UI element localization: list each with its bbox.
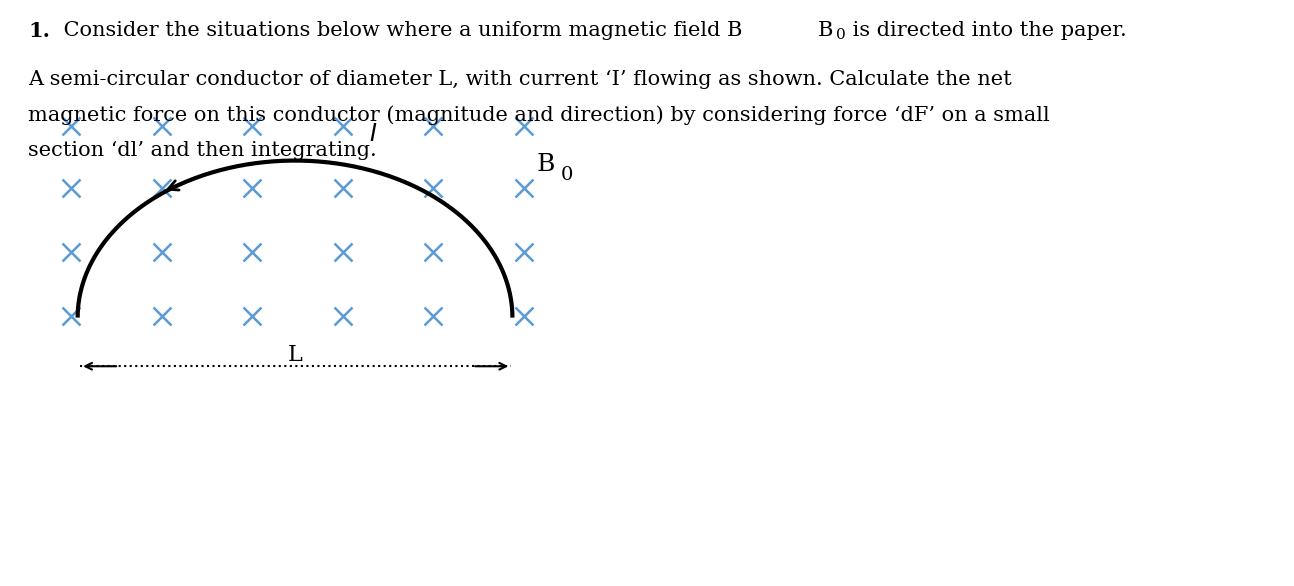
Text: L: L <box>287 343 303 366</box>
Text: B: B <box>537 152 555 176</box>
Text: B: B <box>818 21 833 39</box>
Text: Consider the situations below where a uniform magnetic field B: Consider the situations below where a un… <box>57 21 743 39</box>
Text: 1.: 1. <box>28 21 50 40</box>
Text: A semi-circular conductor of diameter L, with current ‘I’ flowing as shown. Calc: A semi-circular conductor of diameter L,… <box>28 70 1012 90</box>
Text: 0: 0 <box>836 28 846 42</box>
Text: magnetic force on this conductor (magnitude and direction) by considering force : magnetic force on this conductor (magnit… <box>28 105 1051 125</box>
Text: 0: 0 <box>560 166 573 183</box>
Text: is directed into the paper.: is directed into the paper. <box>846 21 1127 39</box>
Text: $I$: $I$ <box>369 123 377 146</box>
Text: section ‘dl’ and then integrating.: section ‘dl’ and then integrating. <box>28 141 378 160</box>
